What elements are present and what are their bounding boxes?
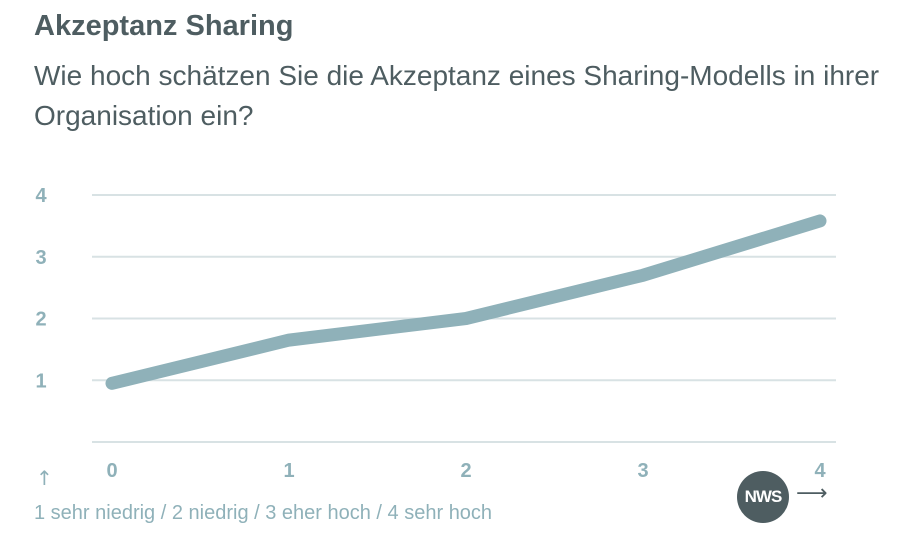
scale-legend-note: 1 sehr niedrig / 2 niedrig / 3 eher hoch…	[34, 502, 493, 524]
x-tick-label: 2	[460, 460, 471, 482]
x-tick-label: 0	[106, 460, 117, 482]
y-tick-label: 2	[35, 309, 46, 331]
x-tick-label: 1	[283, 460, 294, 482]
series-layer	[105, 214, 827, 390]
y-tick-label: 3	[35, 247, 46, 269]
chart-subtitle: Wie hoch schätzen Sie die Akzeptanz eine…	[34, 60, 880, 131]
up-arrow-icon: ↑	[36, 466, 53, 490]
x-tick-label: 3	[637, 460, 648, 482]
y-axis-ticks: 1 2 3 4	[35, 185, 47, 392]
x-axis-ticks: 0 1 2 3 4	[106, 460, 826, 482]
nws-logo: NWS	[737, 471, 789, 523]
x-tick-label: 4	[814, 460, 826, 482]
chart-title: Akzeptanz Sharing	[34, 10, 294, 42]
right-arrow-icon: ⟶	[796, 481, 828, 506]
series-line-0	[105, 214, 827, 390]
y-tick-label: 1	[35, 370, 46, 392]
y-tick-label: 4	[35, 185, 47, 207]
